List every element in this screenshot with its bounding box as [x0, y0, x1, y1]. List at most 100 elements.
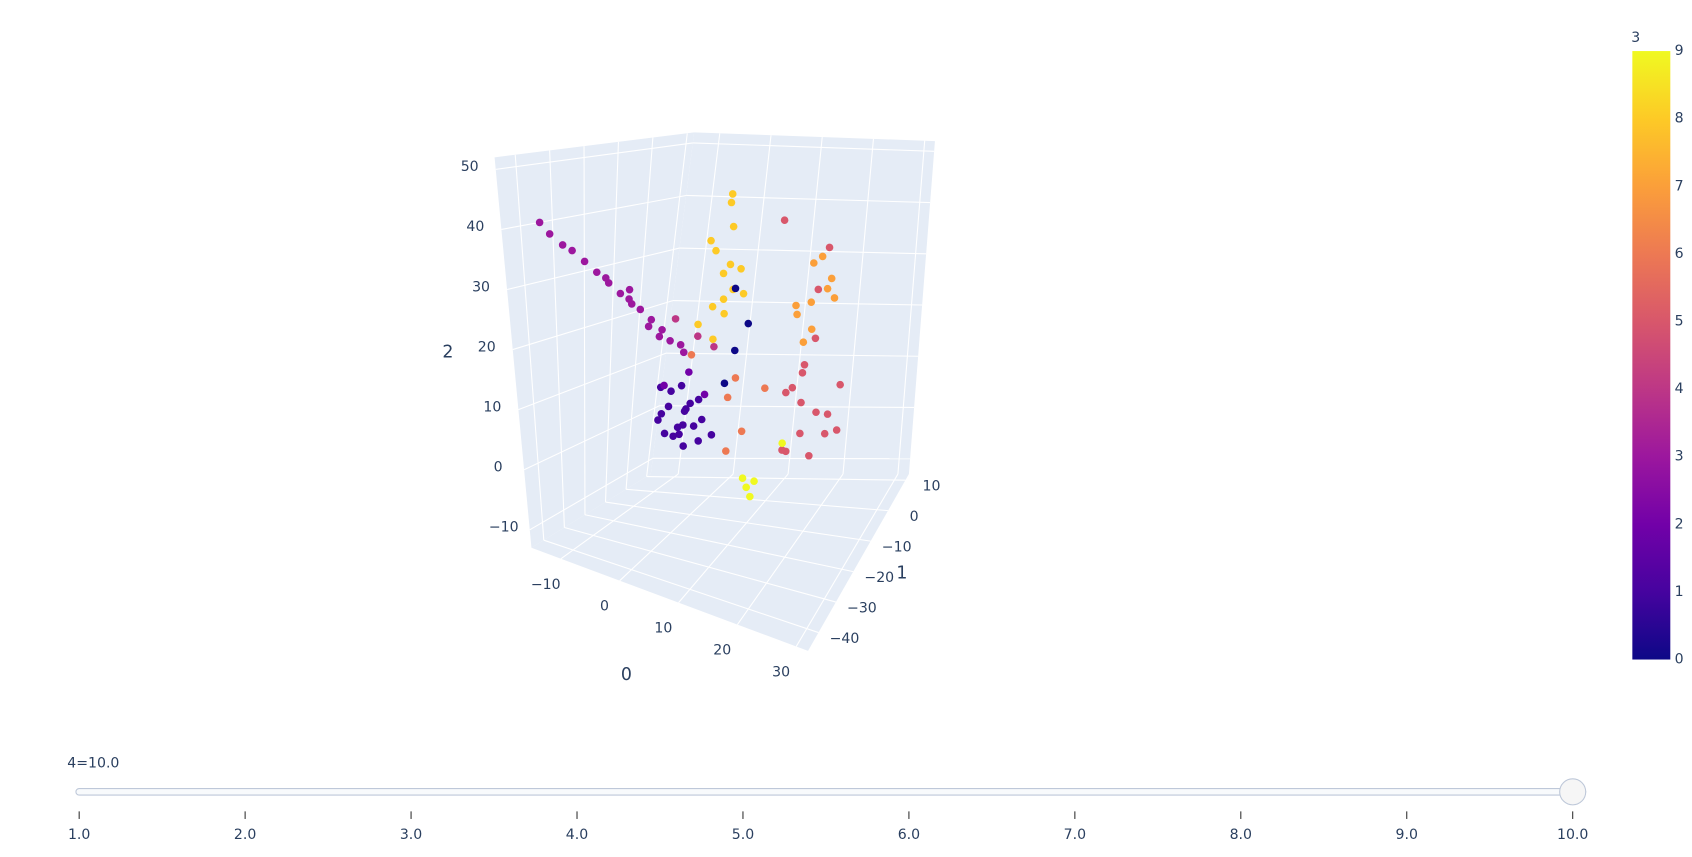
grid-line — [686, 194, 931, 204]
point — [788, 383, 797, 392]
grid-line — [626, 488, 889, 512]
point — [694, 437, 703, 445]
point — [636, 305, 645, 314]
point — [719, 269, 728, 278]
y-axis-title: 1 — [896, 563, 907, 583]
grid-line — [897, 140, 926, 475]
y-tick-label: −40 — [830, 631, 860, 647]
point — [807, 298, 816, 306]
grid-line — [495, 142, 693, 170]
y-tick-label: 0 — [910, 509, 919, 525]
z-axis-title: 2 — [442, 343, 453, 363]
point — [823, 284, 832, 293]
slider[interactable]: 4=10.0 1.0 2.0 3.0 4.0 5.0 6.0 7.0 8.0 9.0 10.0 — [67, 756, 1588, 844]
slider-tick-label: 10.0 — [1557, 827, 1588, 843]
point — [730, 346, 739, 355]
point — [823, 410, 832, 418]
point — [737, 427, 746, 436]
point — [720, 309, 728, 318]
point — [726, 260, 735, 269]
slider-current-value: 4=10.0 — [67, 756, 119, 772]
point — [625, 285, 634, 294]
y-tick-label: −20 — [864, 570, 894, 586]
point — [827, 274, 836, 283]
point — [700, 390, 709, 399]
colorbar-tick-label: 4 — [1675, 381, 1684, 397]
point — [737, 265, 745, 273]
point — [660, 381, 668, 390]
grid-line — [564, 526, 837, 603]
grid-line — [625, 137, 654, 490]
point — [778, 439, 786, 447]
grid-line — [512, 300, 673, 351]
point — [744, 319, 753, 328]
grid-line — [583, 146, 586, 515]
axis-plane — [494, 132, 695, 548]
grid-line — [518, 352, 667, 411]
colorbar-tick-label: 2 — [1675, 516, 1684, 532]
grid-line — [692, 142, 935, 152]
grid-line — [619, 473, 734, 582]
grid-line — [842, 138, 875, 475]
grid-line — [604, 141, 619, 503]
point — [796, 429, 804, 438]
point — [739, 289, 748, 298]
point — [689, 422, 698, 430]
colorbar-tick-label: 8 — [1675, 111, 1684, 127]
point — [731, 374, 740, 382]
y-tick-label: −10 — [882, 540, 912, 556]
grid-line — [506, 247, 680, 291]
colorbar-tick-label: 5 — [1675, 313, 1684, 329]
colorbar-tick-label: 3 — [1675, 449, 1684, 465]
point — [655, 332, 664, 341]
point — [602, 274, 610, 282]
colorbar-tick-label: 9 — [1675, 43, 1684, 59]
point — [812, 408, 820, 417]
slider-track[interactable] — [75, 788, 1587, 796]
grid-line — [549, 150, 565, 528]
slider-handle[interactable] — [1559, 778, 1587, 806]
point — [731, 284, 740, 293]
grid-line — [605, 501, 871, 542]
point — [535, 218, 544, 227]
z-tick-label: 30 — [472, 279, 490, 295]
point — [709, 335, 717, 344]
grid-line — [679, 247, 927, 255]
point — [675, 430, 683, 439]
grid-line — [514, 154, 545, 541]
point — [679, 442, 687, 450]
point — [708, 302, 717, 311]
scene: −1001020300100−10−20−30−401−100102030405… — [442, 132, 940, 685]
point — [707, 236, 715, 245]
x-tick-label: 10 — [654, 621, 672, 637]
grid-line — [646, 476, 906, 481]
point — [568, 246, 576, 255]
point — [694, 320, 702, 329]
point — [712, 246, 720, 255]
grid-line — [646, 133, 688, 477]
point — [825, 243, 834, 252]
slider-tick-label: 9.0 — [1396, 827, 1418, 843]
point — [782, 388, 790, 397]
slider-tick-label: 2.0 — [234, 827, 256, 843]
grid-line — [584, 514, 854, 573]
z-tick-label: 10 — [483, 399, 501, 415]
grid-line — [678, 473, 789, 603]
point — [797, 398, 805, 407]
z-tick-label: 40 — [466, 219, 484, 235]
point — [647, 315, 656, 324]
grid-line — [677, 133, 721, 475]
colorbar-tick-label: 6 — [1675, 246, 1684, 262]
point — [780, 216, 789, 224]
point — [545, 230, 554, 238]
slider-tick-label: 1.0 — [68, 827, 90, 843]
x-tick-label: 30 — [772, 664, 790, 680]
point — [679, 348, 688, 357]
point — [673, 423, 682, 432]
point — [592, 268, 601, 277]
x-tick-label: 0 — [600, 599, 609, 615]
point — [664, 402, 673, 411]
point — [761, 384, 769, 392]
slider-tick-label: 6.0 — [898, 827, 920, 843]
point — [616, 289, 625, 298]
